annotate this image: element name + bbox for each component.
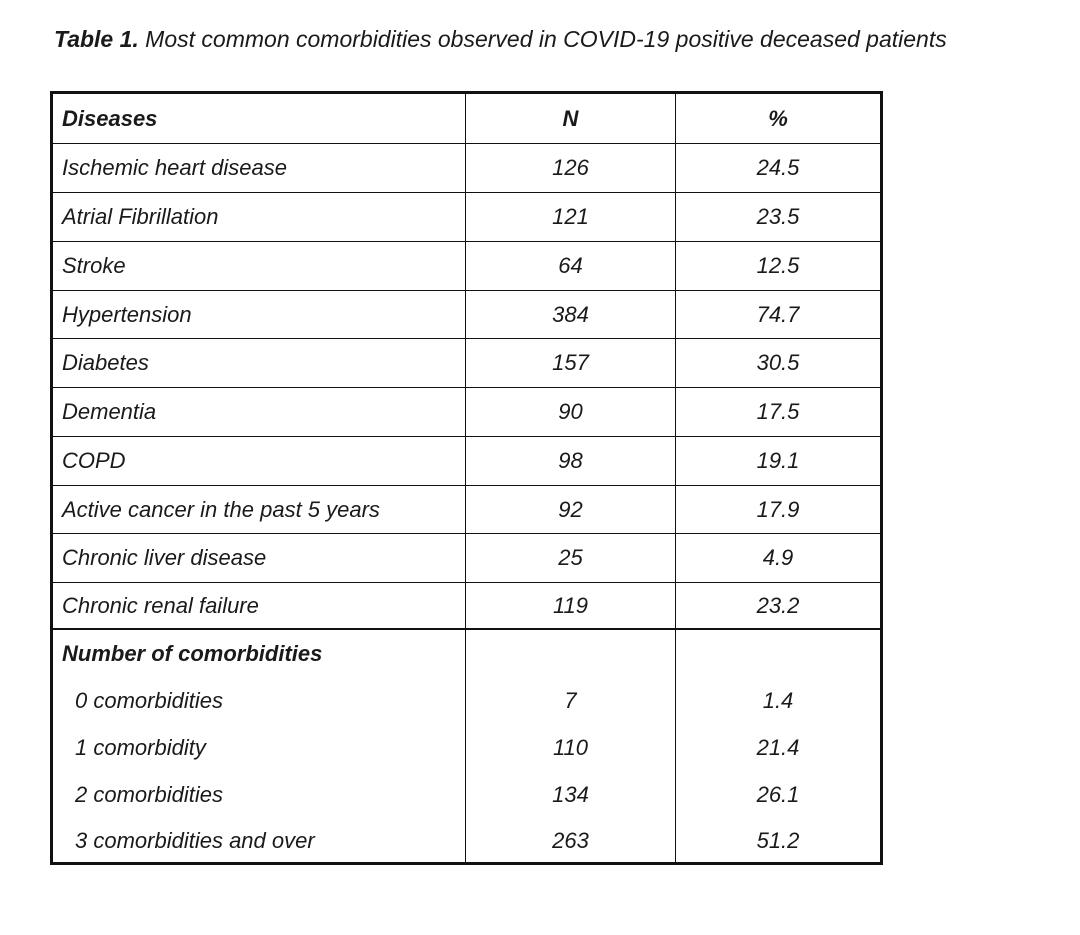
disease-n: 25 (466, 534, 676, 582)
comorbidity-percent: 21.4 (756, 734, 800, 760)
row-divider (53, 485, 880, 486)
table-row: Chronic liver disease 25 4.9 (53, 534, 880, 582)
disease-percent: 24.5 (756, 155, 800, 180)
disease-n: 119 (466, 583, 676, 628)
row-divider (53, 387, 880, 388)
comorbidity-count-label: 3 comorbidities and over (53, 819, 466, 862)
table-row: Ischemic heart disease 126 24.5 (53, 144, 880, 192)
table-row: 2 comorbidities 134 26.1 (53, 771, 880, 819)
disease-name: Active cancer in the past 5 years (53, 486, 466, 533)
row-divider (53, 192, 880, 193)
disease-n: 121 (466, 193, 676, 241)
disease-n: 90 (466, 388, 676, 436)
table-row: Stroke 64 12.5 (53, 242, 880, 290)
row-divider (53, 290, 880, 291)
disease-percent: 12.5 (756, 253, 800, 278)
table-caption: Table 1. Most common comorbidities obser… (54, 26, 947, 53)
table-row: Active cancer in the past 5 years 92 17.… (53, 486, 880, 533)
empty-cell (676, 630, 880, 678)
disease-percent: 17.9 (756, 496, 800, 522)
row-divider (53, 533, 880, 534)
header-diseases: Diseases (53, 94, 466, 143)
comorbidity-count-label: 2 comorbidities (53, 771, 466, 819)
disease-name: Hypertension (53, 291, 466, 338)
section-divider (53, 628, 880, 630)
table-header-row: Diseases N % (53, 94, 880, 143)
disease-percent: 4.9 (762, 545, 794, 570)
disease-percent: 19.1 (756, 448, 800, 473)
caption-text: Most common comorbidities observed in CO… (138, 26, 947, 52)
disease-n: 64 (466, 242, 676, 290)
disease-percent: 30.5 (756, 350, 800, 375)
table-row: COPD 98 19.1 (53, 437, 880, 485)
row-divider (53, 436, 880, 437)
row-divider (53, 143, 880, 144)
comorbidity-count-label: 1 comorbidity (53, 724, 466, 771)
row-divider (53, 241, 880, 242)
disease-name: Diabetes (53, 339, 466, 387)
disease-name: COPD (53, 437, 466, 485)
disease-name: Chronic renal failure (53, 583, 466, 628)
disease-name: Chronic liver disease (53, 534, 466, 582)
disease-percent: 23.5 (756, 204, 800, 229)
disease-n: 157 (466, 339, 676, 387)
disease-name: Dementia (53, 388, 466, 436)
table-section-heading-row: Number of comorbidities (53, 630, 880, 678)
table-row: Dementia 90 17.5 (53, 388, 880, 436)
disease-percent: 17.5 (756, 399, 800, 424)
disease-n: 98 (466, 437, 676, 485)
empty-cell (466, 630, 676, 678)
comorbidities-heading: Number of comorbidities (53, 630, 466, 678)
comorbidity-percent: 26.1 (756, 782, 800, 807)
disease-name: Atrial Fibrillation (53, 193, 466, 241)
comorbidity-percent: 51.2 (756, 827, 800, 853)
header-n: N (466, 94, 676, 143)
disease-percent: 74.7 (756, 301, 800, 327)
caption-label: Table 1. (54, 26, 139, 52)
table-row: Atrial Fibrillation 121 23.5 (53, 193, 880, 241)
comorbidity-n: 110 (466, 724, 676, 771)
disease-name: Ischemic heart disease (53, 144, 466, 192)
disease-n: 92 (466, 486, 676, 533)
comorbidity-n: 7 (466, 678, 676, 724)
comorbidity-n: 263 (466, 819, 676, 862)
comorbidity-count-label: 0 comorbidities (53, 678, 466, 724)
table-row: 0 comorbidities 7 1.4 (53, 678, 880, 724)
comorbidity-n: 134 (466, 771, 676, 819)
disease-percent: 23.2 (756, 592, 800, 618)
comorbidity-percent: 1.4 (762, 688, 794, 713)
table-row: Hypertension 384 74.7 (53, 291, 880, 338)
disease-name: Stroke (53, 242, 466, 290)
disease-n: 384 (466, 291, 676, 338)
table-row: Diabetes 157 30.5 (53, 339, 880, 387)
disease-n: 126 (466, 144, 676, 192)
table-row: 3 comorbidities and over 263 51.2 (53, 819, 880, 862)
row-divider (53, 582, 880, 583)
table-row: Chronic renal failure 119 23.2 (53, 583, 880, 628)
comorbidities-table: Diseases N % Ischemic heart disease 126 … (50, 91, 883, 865)
header-percent: % (768, 105, 788, 131)
table-row: 1 comorbidity 110 21.4 (53, 724, 880, 771)
row-divider (53, 338, 880, 339)
